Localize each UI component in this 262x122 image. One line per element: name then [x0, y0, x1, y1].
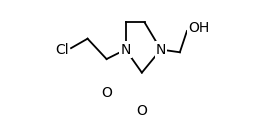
Text: N: N [156, 43, 166, 57]
Text: O: O [137, 104, 147, 118]
Text: Cl: Cl [55, 43, 69, 57]
Text: N: N [120, 43, 131, 57]
Text: OH: OH [188, 21, 209, 35]
Text: O: O [101, 86, 112, 100]
